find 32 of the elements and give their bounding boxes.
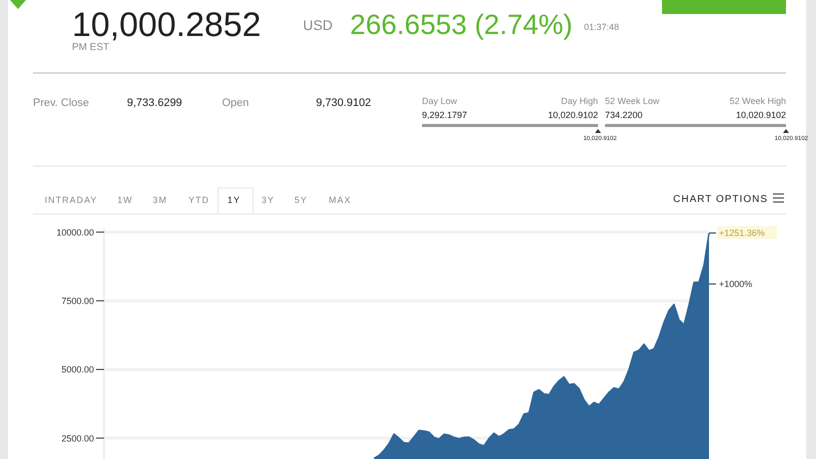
text: Prev. Close — [33, 97, 90, 109]
text: 52 Week Low — [605, 96, 660, 106]
text: CHART OPTIONS — [673, 194, 768, 205]
text: 10,000.2852 — [72, 6, 262, 44]
text: 5Y — [294, 195, 308, 205]
text: Day Low — [422, 96, 458, 106]
text: Open — [222, 97, 249, 109]
text: Day High — [560, 96, 598, 106]
y-tick-label: 5000.00 — [61, 364, 94, 375]
y-tick-label: 7500.00 — [61, 296, 94, 306]
text: USD — [303, 17, 333, 33]
text: 9,733.6299 — [127, 97, 182, 109]
text: INTRADAY — [44, 195, 98, 205]
text: 734.2200 — [605, 110, 643, 120]
text: 9,730.9102 — [316, 97, 372, 109]
text: 3M — [152, 195, 168, 205]
text: 9,292.1797 — [422, 110, 468, 120]
text: MAX — [328, 195, 352, 205]
text: 1W — [117, 195, 133, 205]
text: +1251.36% — [719, 228, 765, 238]
text: 266.6553 (2.74%) — [350, 9, 573, 40]
text: 10,020.9102 — [548, 110, 598, 120]
text: 1Y — [227, 195, 241, 205]
text: 01:37:48 — [584, 22, 620, 32]
y-tick-label: 10000.00 — [56, 227, 94, 238]
text: +1000% — [719, 279, 752, 290]
text: 3Y — [261, 195, 275, 205]
text: 52 Week High — [730, 96, 786, 106]
y-tick-label: 2500.00 — [61, 433, 94, 444]
text: 10,020.9102 — [736, 110, 786, 120]
text: YTD — [188, 195, 210, 205]
text: PM EST — [72, 42, 110, 53]
